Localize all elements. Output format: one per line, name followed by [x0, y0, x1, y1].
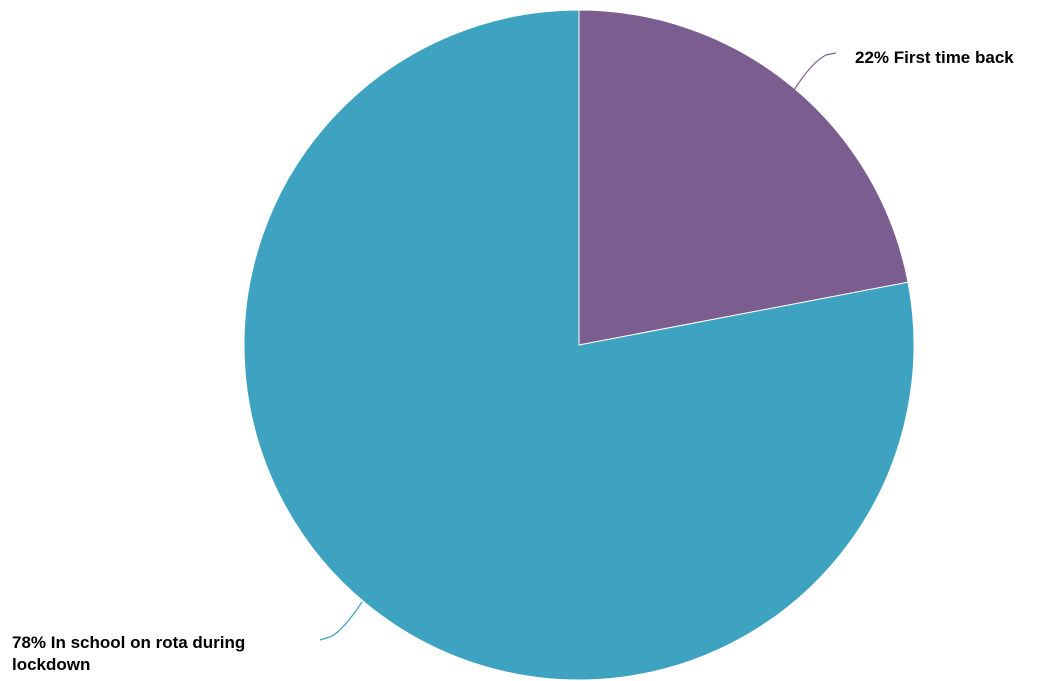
leader-line-first-time-back — [793, 52, 837, 91]
leader-line-in-school-on-rota — [319, 601, 363, 641]
slice-label-first-time-back: 22% First time back — [855, 48, 1014, 67]
pie-slice-first-time-back — [578, 9, 909, 346]
leader-lines — [319, 52, 837, 641]
pie-slice-in-school-on-rota — [243, 9, 915, 681]
slice-label-in-school-on-rota: 78% In school on rota during lockdown — [12, 633, 246, 674]
pie-slices — [243, 9, 915, 681]
